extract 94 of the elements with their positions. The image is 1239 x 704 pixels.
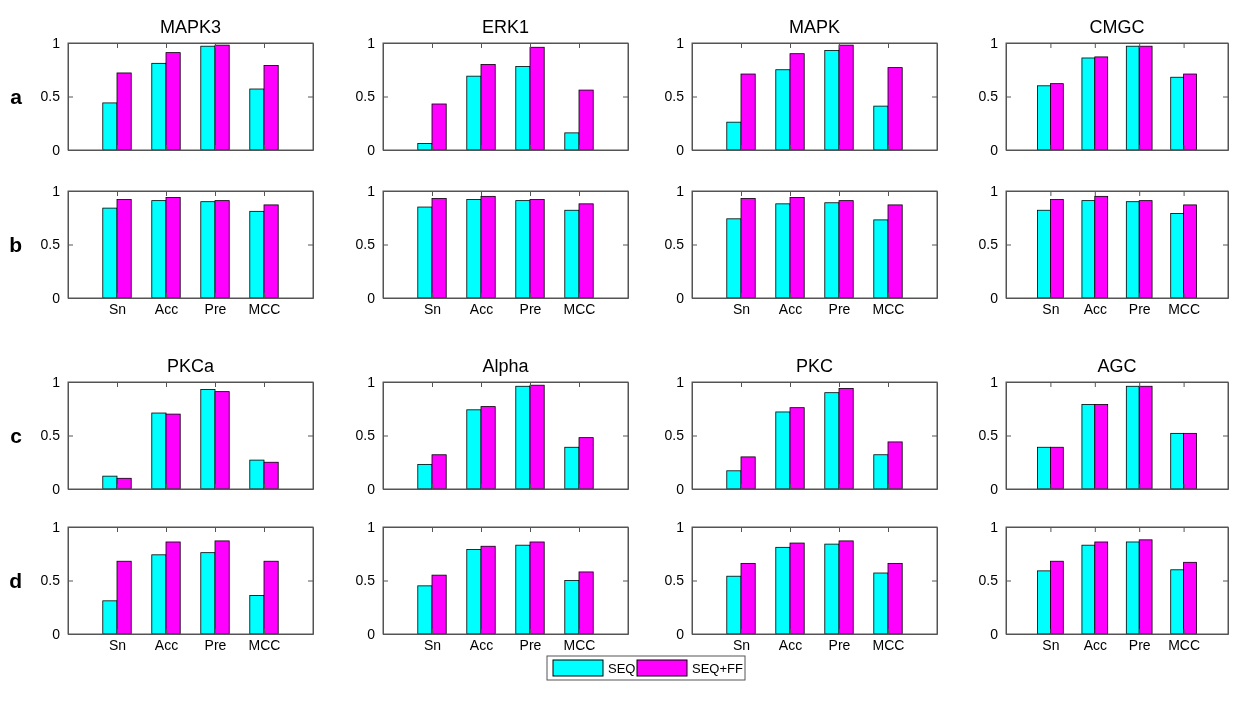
y-tick-label: 1	[52, 373, 61, 390]
y-tick-label: 1	[676, 373, 685, 390]
x-tick-label: Pre	[1128, 300, 1151, 317]
y-tick-label: 0	[676, 625, 685, 642]
x-tick-label: Pre	[519, 300, 542, 317]
y-tick-label: 1	[367, 518, 376, 535]
y-tick-label: 0	[676, 141, 685, 158]
x-tick-label: MCC	[1168, 300, 1201, 317]
chart-title: AGC	[1097, 356, 1137, 376]
chart-title: MAPK3	[159, 17, 222, 37]
y-tick-label: 0.5	[355, 427, 376, 444]
x-tick-label: Sn	[108, 636, 127, 653]
y-tick-label: 0	[367, 289, 376, 306]
text: a	[10, 84, 23, 108]
x-tick-label: MCC	[1168, 636, 1201, 653]
y-tick-label: 0	[367, 480, 376, 497]
x-tick-label: MCC	[248, 300, 281, 317]
x-tick-label: Sn	[732, 300, 751, 317]
x-tick-label: Pre	[204, 636, 227, 653]
x-tick-label: Acc	[778, 636, 803, 653]
x-tick-label: MCC	[248, 636, 281, 653]
legend-label: SEQ+FF	[692, 661, 743, 676]
x-tick-label: Sn	[108, 300, 127, 317]
y-tick-label: 0.5	[978, 572, 999, 589]
y-tick-label: 0	[990, 480, 999, 497]
legend-label: SEQ	[608, 661, 636, 676]
y-tick-label: 0	[52, 480, 61, 497]
y-tick-label: 0.5	[40, 427, 61, 444]
y-tick-label: 0	[52, 625, 61, 642]
y-tick-label: 0	[676, 480, 685, 497]
x-tick-label: MCC	[563, 300, 596, 317]
y-tick-label: 0.5	[664, 88, 685, 105]
y-tick-label: 1	[676, 518, 685, 535]
y-tick-label: 0.5	[978, 88, 999, 105]
x-tick-label: Pre	[828, 636, 851, 653]
y-tick-label: 1	[52, 518, 61, 535]
x-tick-label: MCC	[872, 636, 905, 653]
y-tick-label: 0.5	[40, 88, 61, 105]
x-tick-label: Sn	[1042, 300, 1060, 317]
y-tick-label: 0	[367, 141, 376, 158]
x-tick-label: Acc	[1083, 300, 1107, 317]
y-tick-label: 0.5	[664, 572, 685, 589]
x-tick-label: Pre	[828, 300, 851, 317]
x-tick-label: Acc	[469, 636, 494, 653]
chart-title: CMGC	[1089, 17, 1145, 37]
y-tick-label: 0	[990, 141, 999, 158]
chart-title: ERK1	[481, 17, 530, 37]
y-tick-label: 0.5	[664, 236, 685, 253]
y-tick-label: 0.5	[978, 427, 999, 444]
y-tick-label: 0	[52, 289, 61, 306]
text: d	[9, 568, 22, 592]
y-tick-label: 1	[367, 182, 376, 199]
y-tick-label: 0	[367, 625, 376, 642]
x-tick-label: MCC	[563, 636, 596, 653]
chart-title: PKCa	[166, 356, 215, 376]
y-tick-label: 0.5	[355, 88, 376, 105]
x-tick-label: Sn	[423, 636, 442, 653]
y-tick-label: 0	[990, 289, 999, 306]
x-tick-label: Acc	[469, 300, 494, 317]
y-tick-label: 1	[676, 182, 685, 199]
chart-title: PKC	[795, 356, 834, 376]
y-tick-label: 1	[676, 34, 685, 51]
y-tick-label: 1	[52, 34, 61, 51]
y-tick-label: 1	[52, 182, 61, 199]
x-tick-label: Sn	[1042, 636, 1060, 653]
y-tick-label: 0	[676, 289, 685, 306]
x-tick-label: Acc	[1083, 636, 1107, 653]
x-tick-label: Sn	[423, 300, 442, 317]
text: c	[10, 423, 23, 447]
y-tick-label: 0.5	[664, 427, 685, 444]
y-tick-label: 1	[367, 34, 376, 51]
x-tick-label: MCC	[872, 300, 905, 317]
x-tick-label: Acc	[778, 300, 803, 317]
x-tick-label: Sn	[732, 636, 751, 653]
y-tick-label: 0.5	[355, 572, 376, 589]
y-tick-label: 0.5	[355, 236, 376, 253]
text: b	[9, 232, 22, 256]
x-tick-label: Pre	[519, 636, 542, 653]
chart-title: MAPK	[788, 17, 841, 37]
y-tick-label: 1	[990, 182, 999, 199]
y-tick-label: 0	[990, 625, 999, 642]
y-tick-label: 1	[990, 34, 999, 51]
y-tick-label: 0.5	[978, 236, 999, 253]
y-tick-label: 1	[990, 373, 999, 390]
y-tick-label: 0.5	[40, 572, 61, 589]
x-tick-label: Pre	[1128, 636, 1151, 653]
y-tick-label: 0.5	[40, 236, 61, 253]
x-tick-label: Pre	[204, 300, 227, 317]
y-tick-label: 0	[52, 141, 61, 158]
chart-title: Alpha	[482, 356, 530, 376]
x-tick-label: Acc	[154, 300, 179, 317]
y-tick-label: 1	[367, 373, 376, 390]
x-tick-label: Acc	[154, 636, 179, 653]
y-tick-label: 1	[990, 518, 999, 535]
